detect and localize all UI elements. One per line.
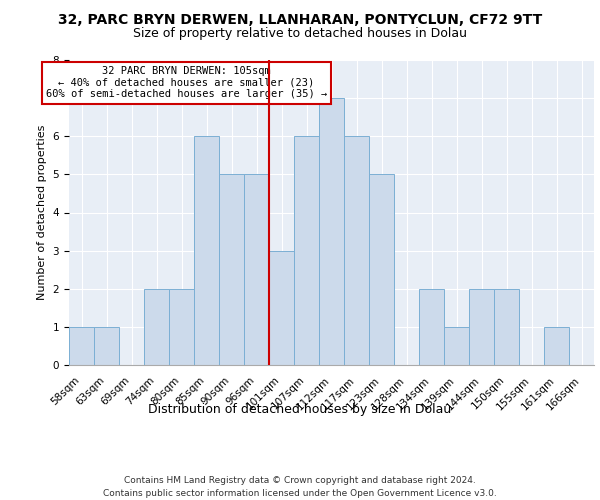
Bar: [369, 174, 394, 365]
Bar: [419, 289, 444, 365]
Bar: [469, 289, 494, 365]
Bar: [169, 289, 194, 365]
Bar: [94, 327, 119, 365]
Bar: [494, 289, 519, 365]
Text: 32 PARC BRYN DERWEN: 105sqm
← 40% of detached houses are smaller (23)
60% of sem: 32 PARC BRYN DERWEN: 105sqm ← 40% of det…: [46, 66, 327, 100]
Bar: [544, 327, 569, 365]
Text: 32, PARC BRYN DERWEN, LLANHARAN, PONTYCLUN, CF72 9TT: 32, PARC BRYN DERWEN, LLANHARAN, PONTYCL…: [58, 12, 542, 26]
Y-axis label: Number of detached properties: Number of detached properties: [37, 125, 47, 300]
Bar: [269, 250, 294, 365]
Bar: [69, 327, 94, 365]
Text: Size of property relative to detached houses in Dolau: Size of property relative to detached ho…: [133, 28, 467, 40]
Bar: [219, 174, 244, 365]
Bar: [194, 136, 219, 365]
Text: Contains HM Land Registry data © Crown copyright and database right 2024.
Contai: Contains HM Land Registry data © Crown c…: [103, 476, 497, 498]
Bar: [294, 136, 319, 365]
Bar: [344, 136, 369, 365]
Bar: [444, 327, 469, 365]
Bar: [319, 98, 344, 365]
Text: Distribution of detached houses by size in Dolau: Distribution of detached houses by size …: [148, 402, 452, 415]
Bar: [244, 174, 269, 365]
Bar: [144, 289, 169, 365]
